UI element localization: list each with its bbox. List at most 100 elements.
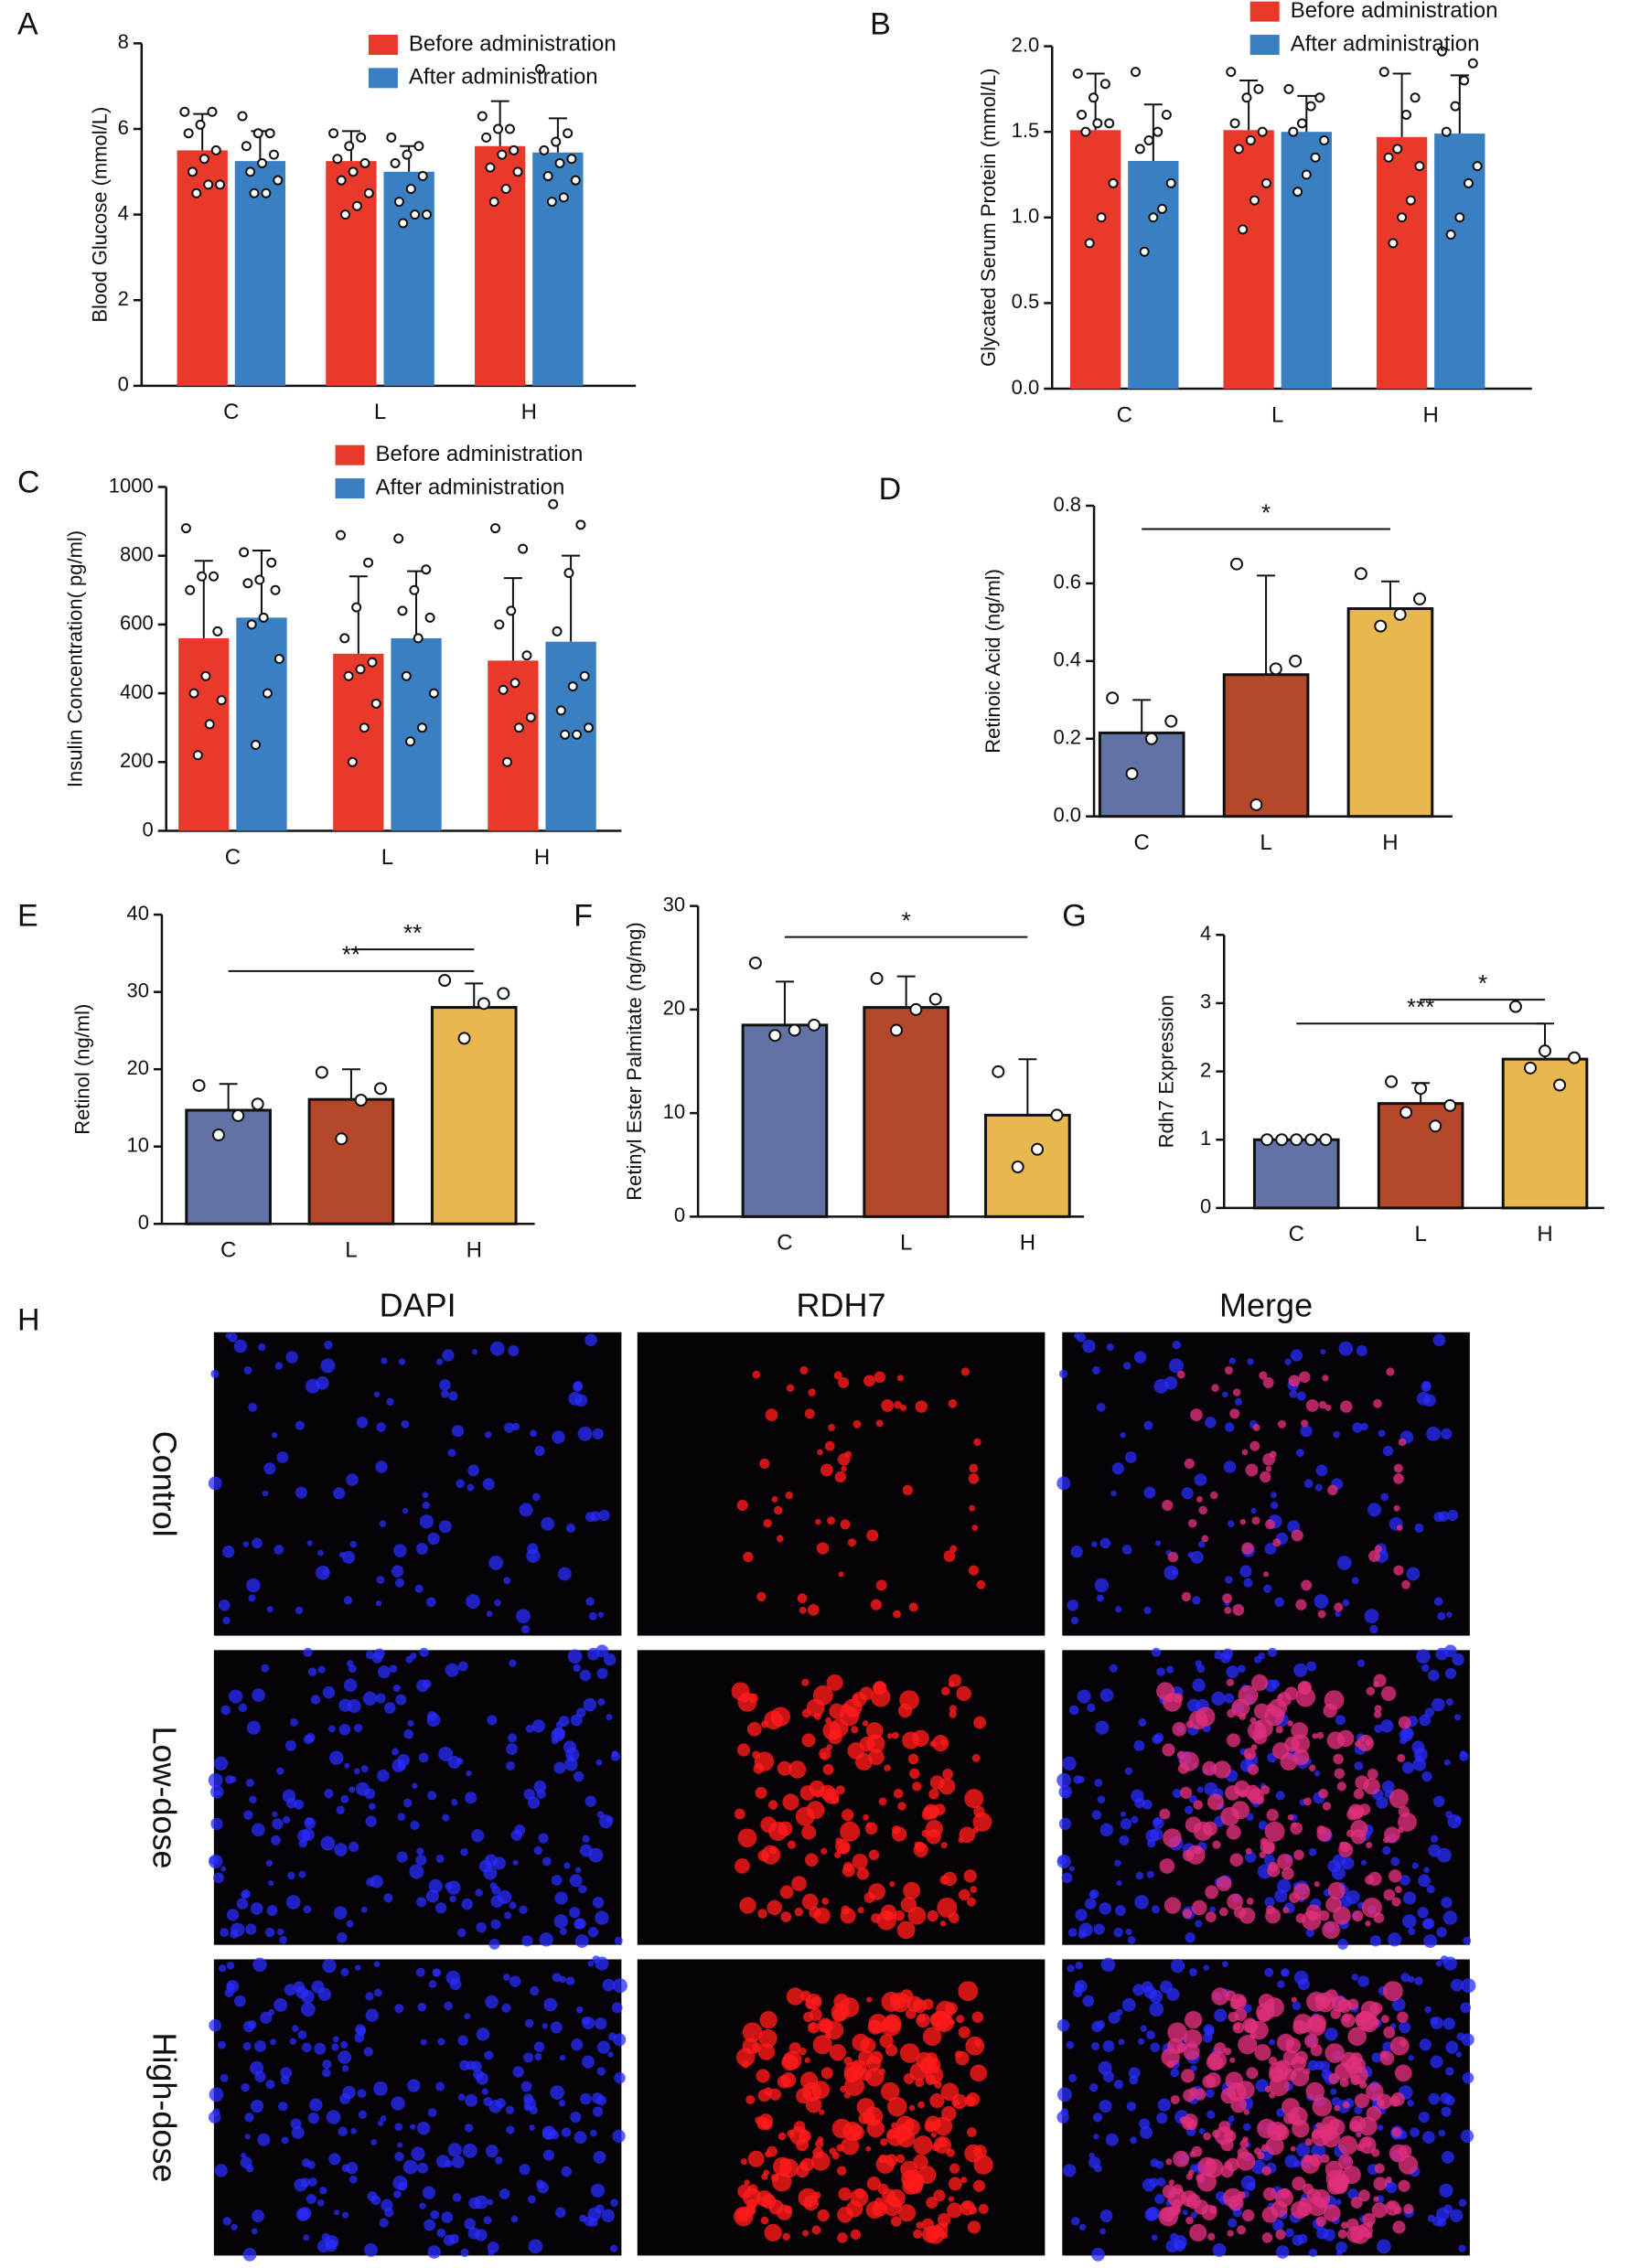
nucleus-stain xyxy=(587,1927,599,1938)
rdh7-stain xyxy=(1322,1802,1332,1811)
nucleus-stain xyxy=(336,1805,345,1814)
rdh7-stain xyxy=(1239,1518,1247,1525)
nucleus-stain xyxy=(1082,1339,1096,1353)
y-tick-label: 4 xyxy=(118,201,129,224)
rdh7-stain xyxy=(1334,1768,1346,1780)
rdh7-stain xyxy=(929,1775,945,1790)
rdh7-stain xyxy=(1198,1505,1207,1515)
rdh7-stain xyxy=(965,2036,985,2056)
panel-letter: E xyxy=(17,898,38,933)
rdh7-stain xyxy=(1248,1763,1260,1775)
rdh7-stain xyxy=(1392,2220,1406,2234)
nucleus-stain xyxy=(1166,1987,1180,2001)
nucleus-stain xyxy=(1367,1503,1382,1517)
nucleus-stain xyxy=(306,1732,316,1743)
rdh7-stain xyxy=(886,2127,906,2146)
rdh7-stain xyxy=(1316,1824,1326,1835)
nucleus-stain xyxy=(323,1568,329,1576)
nucleus-stain xyxy=(410,1820,420,1830)
nucleus-stain xyxy=(369,1803,376,1811)
nucleus-stain xyxy=(507,1733,518,1743)
nucleus-stain xyxy=(1116,1879,1122,1887)
rdh7-stain xyxy=(933,2135,952,2155)
nucleus-stain xyxy=(452,2193,462,2202)
rdh7-stain xyxy=(1241,1542,1254,1555)
nucleus-stain xyxy=(569,1874,583,1888)
data-point xyxy=(192,1078,206,1092)
significance-label: ** xyxy=(342,941,360,968)
nucleus-stain xyxy=(264,1927,275,1938)
nucleus-stain xyxy=(595,2204,605,2214)
rdh7-stain xyxy=(745,2094,756,2105)
nucleus-stain xyxy=(1356,1344,1367,1356)
nucleus-stain xyxy=(324,1789,334,1799)
nucleus-stain xyxy=(485,2145,499,2158)
rdh7-stain xyxy=(853,1694,859,1700)
x-tick-label: L xyxy=(374,400,386,424)
rdh7-stain xyxy=(857,1907,864,1914)
data-point xyxy=(1226,67,1237,78)
rdh7-stain xyxy=(863,1892,875,1903)
data-point xyxy=(572,729,583,740)
nucleus-stain xyxy=(1354,2105,1363,2115)
rdh7-stain xyxy=(1164,1897,1182,1914)
nucleus-stain xyxy=(210,1817,223,1831)
nucleus-stain xyxy=(539,1932,553,1947)
rdh7-stain xyxy=(1347,1998,1359,2010)
rdh7-stain xyxy=(913,2229,923,2239)
nucleus-stain xyxy=(375,1600,382,1607)
rdh7-stain xyxy=(1231,1801,1249,1820)
rdh7-stain xyxy=(922,2027,942,2047)
data-point xyxy=(1125,766,1139,780)
rdh7-stain xyxy=(1214,2125,1234,2145)
nucleus-stain xyxy=(1150,1828,1164,1842)
rdh7-stain xyxy=(1162,1743,1175,1757)
bar xyxy=(741,1023,829,1218)
nucleus-stain xyxy=(210,1785,224,1799)
data-point xyxy=(488,197,499,208)
nucleus-stain xyxy=(1228,2115,1235,2123)
rdh7-stain xyxy=(1262,1452,1276,1466)
nucleus-stain xyxy=(1062,1756,1077,1771)
rdh7-stain xyxy=(1216,1876,1232,1892)
nucleus-stain xyxy=(596,1667,608,1679)
nucleus-stain xyxy=(494,1599,501,1607)
rdh7-stain xyxy=(916,2221,924,2230)
nucleus-stain xyxy=(1431,1835,1439,1843)
nucleus-stain xyxy=(1462,2071,1475,2084)
nucleus-stain xyxy=(263,1462,276,1475)
rdh7-stain xyxy=(960,1367,970,1376)
rdh7-stain xyxy=(1237,2146,1249,2159)
nucleus-stain xyxy=(612,2129,626,2143)
nucleus-stain xyxy=(331,2043,339,2051)
nucleus-stain xyxy=(1421,2131,1435,2145)
rdh7-stain xyxy=(1191,2145,1203,2157)
nucleus-stain xyxy=(1239,1565,1252,1578)
nucleus-stain xyxy=(279,1935,287,1944)
nucleus-stain xyxy=(1445,1698,1453,1706)
rdh7-stain xyxy=(1305,2081,1324,2102)
nucleus-stain xyxy=(1172,1789,1182,1799)
rdh7-stain xyxy=(804,2057,810,2063)
rdh7-stain xyxy=(756,1591,767,1602)
rdh7-stain xyxy=(903,2118,920,2136)
nucleus-stain xyxy=(1113,1927,1123,1938)
nucleus-stain xyxy=(353,1723,363,1733)
y-tick-label: 200 xyxy=(120,749,154,772)
bar xyxy=(1069,130,1121,390)
data-point xyxy=(1050,1108,1064,1122)
rdh7-stain xyxy=(866,1734,885,1753)
rdh7-stain xyxy=(1180,1786,1193,1799)
data-point xyxy=(216,695,227,706)
y-tick-label: 1000 xyxy=(109,474,154,497)
nucleus-stain xyxy=(1138,1717,1147,1727)
nucleus-stain xyxy=(267,1879,274,1887)
rdh7-stain xyxy=(1342,2166,1361,2185)
rdh7-stain xyxy=(1324,2043,1346,2063)
nucleus-stain xyxy=(254,2040,266,2052)
data-point xyxy=(254,574,265,585)
rdh7-stain xyxy=(840,1519,851,1530)
rdh7-stain xyxy=(942,1768,954,1780)
nucleus-stain xyxy=(1417,1907,1429,1919)
